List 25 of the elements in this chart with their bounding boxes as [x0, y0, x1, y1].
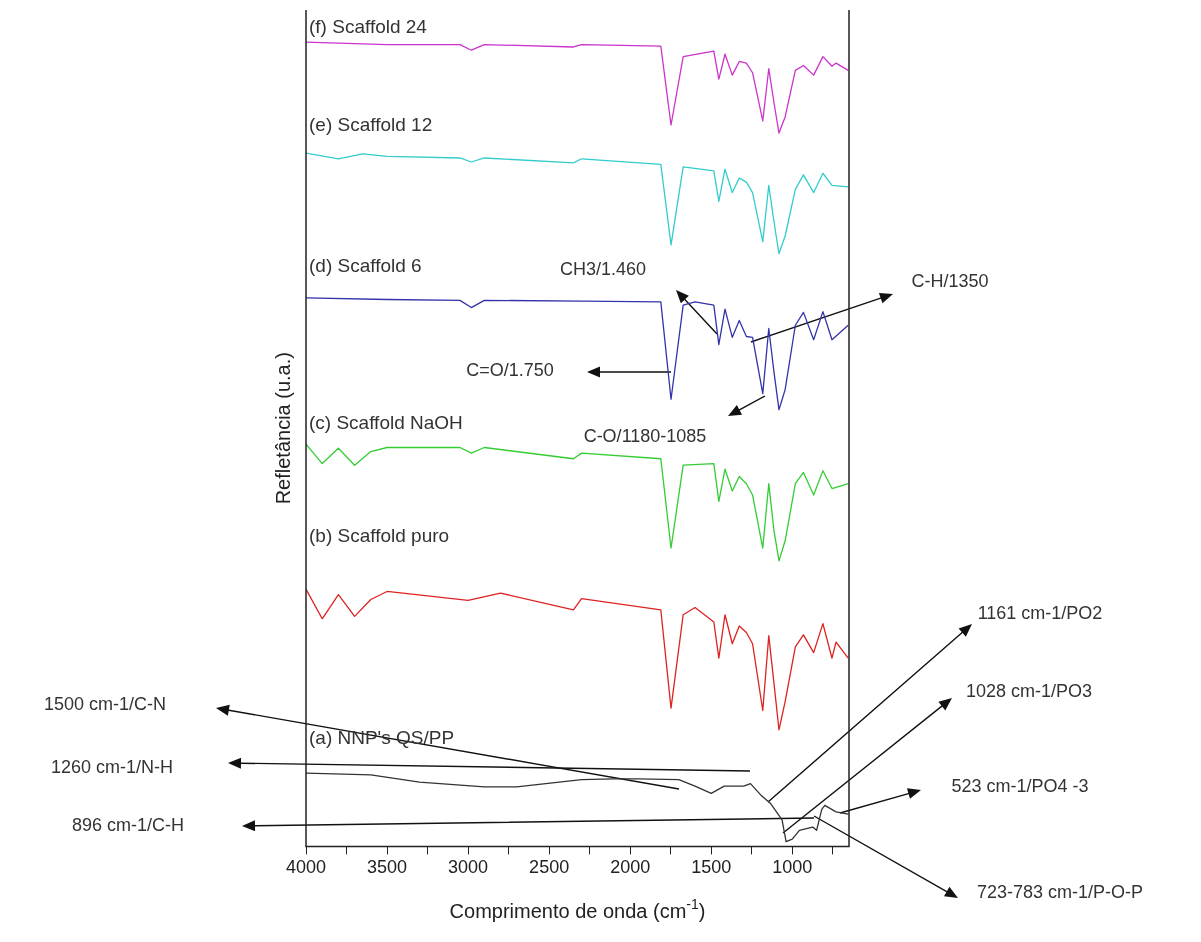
text: 523 cm-1/PO4 -3	[951, 775, 1089, 796]
y-axis-title: Refletância (u.a.)	[271, 352, 294, 505]
x-tick-label: 4000	[285, 857, 327, 878]
annotation: C=O/1.750	[466, 359, 554, 380]
x-tick-label: 1500	[691, 857, 732, 878]
series-label: (c) Scaffold NaOH	[309, 411, 463, 433]
text: 896 cm-1/C-H	[71, 814, 185, 835]
text: 1500 cm-1/C-N	[43, 693, 167, 714]
series-label: (e) Scaffold 12	[309, 114, 433, 136]
text: (b) Scaffold puro	[309, 525, 450, 547]
x-tick-label: 3000	[448, 857, 489, 878]
x-tick-label: 3500	[367, 857, 408, 878]
series-label: (f) Scaffold 24	[309, 16, 428, 38]
text: C-H/1350	[911, 270, 989, 291]
series-label: (d) Scaffold 6	[309, 255, 422, 277]
text: 1260 cm-1/N-H	[50, 756, 174, 777]
annotation: CH3/1.460	[559, 258, 647, 279]
text: 723-783 cm-1/P-O-P	[976, 881, 1144, 902]
x-tick-label: 2000	[610, 857, 651, 878]
text: 1161 cm-1/PO2	[977, 602, 1103, 623]
x-tick-label: 1000	[772, 857, 813, 878]
x-tick-label: 2500	[529, 857, 570, 878]
annotation: C-O/1180-1085	[583, 425, 707, 446]
text: 1028 cm-1/PO3	[965, 680, 1093, 701]
series-label: (a) NNP's QS/PP	[309, 727, 455, 749]
